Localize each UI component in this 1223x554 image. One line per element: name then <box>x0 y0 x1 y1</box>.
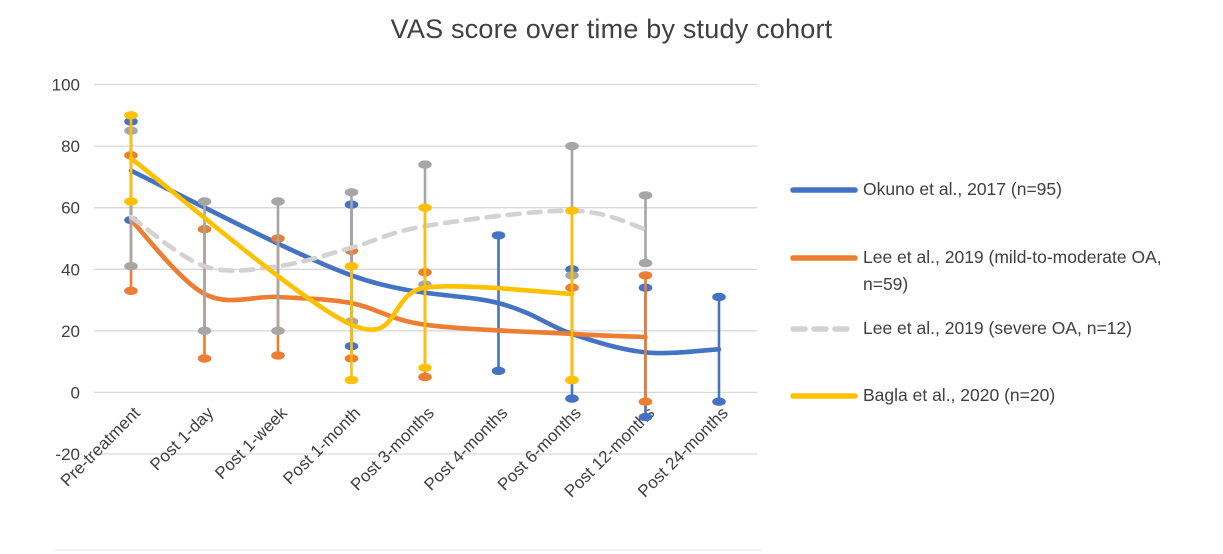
error-bar-cap <box>638 397 653 406</box>
legend-item-okuno-2017: Okuno et al., 2017 (n=95) <box>790 176 1193 203</box>
series-line-3 <box>128 156 575 333</box>
error-bar-cap <box>271 197 285 206</box>
legend-line-sample <box>790 393 858 399</box>
legend-item-bagla-2020: Bagla et al., 2020 (n=20) <box>790 382 1193 409</box>
error-bar-cap <box>565 141 579 151</box>
chart-title: VAS score over time by study cohort <box>390 14 833 44</box>
y-tick-label: -20 <box>55 445 80 464</box>
x-tick-label: Post 1-day <box>146 403 217 474</box>
error-bar-cap <box>712 397 726 406</box>
error-bar-cap <box>124 197 138 206</box>
x-tick-label: Post 1-week <box>211 403 291 483</box>
legend-label: Bagla et al., 2020 (n=20) <box>863 385 1056 405</box>
legend-label: Lee et al., 2019 (severe OA, n=12) <box>863 318 1132 338</box>
error-bar-cap <box>491 366 506 376</box>
error-bar-cap <box>124 286 138 295</box>
y-tick-label: 0 <box>71 383 80 402</box>
error-bar-cap <box>344 262 359 271</box>
legend-item-lee-severe: Lee et al., 2019 (severe OA, n=12) <box>790 315 1193 342</box>
legend-swatch-lee-severe <box>790 321 858 339</box>
y-tick-label: 40 <box>61 260 80 279</box>
error-bar-cap <box>124 111 138 120</box>
error-bar-cap <box>418 160 432 169</box>
error-bar-cap <box>638 271 653 280</box>
error-bar-cap <box>638 412 653 422</box>
legend-swatch-okuno-2017 <box>790 182 858 200</box>
error-bar-cap <box>638 258 653 268</box>
error-bar-cap <box>271 351 285 360</box>
error-bar-cap <box>565 206 579 215</box>
error-bar-cap <box>344 375 359 385</box>
error-bar-cap <box>197 197 212 206</box>
y-tick-label: 20 <box>61 322 80 341</box>
y-tick-label: 60 <box>61 199 80 218</box>
legend-line-sample <box>790 255 858 261</box>
legend-line-sample <box>790 187 858 193</box>
error-bar-cap <box>271 326 285 335</box>
error-bar-cap <box>638 191 653 200</box>
error-bar-cap <box>418 363 432 372</box>
error-bar-cap <box>124 262 138 271</box>
error-bar-cap <box>491 231 506 240</box>
error-bar-cap <box>197 354 212 363</box>
y-tick-label: 80 <box>61 137 80 156</box>
error-bar-cap <box>344 188 359 197</box>
error-bar-cap <box>197 326 212 335</box>
error-bar-cap <box>565 394 579 403</box>
legend-item-lee-mild: Lee et al., 2019 (mild-to-moderate OA, n… <box>790 244 1193 298</box>
legend-label: Okuno et al., 2017 (n=95) <box>863 179 1062 199</box>
legend-swatch-bagla-2020 <box>790 388 858 406</box>
legend-swatch-lee-mild <box>790 250 858 268</box>
error-bar-cap <box>418 372 432 382</box>
error-bar-cap <box>418 203 432 212</box>
error-bar-cap <box>712 292 726 302</box>
y-tick-label: 100 <box>52 76 80 95</box>
legend-label: Lee et al., 2019 (mild-to-moderate OA, n… <box>863 247 1162 294</box>
legend-line-sample <box>790 326 858 332</box>
error-bar-cap <box>565 375 579 385</box>
